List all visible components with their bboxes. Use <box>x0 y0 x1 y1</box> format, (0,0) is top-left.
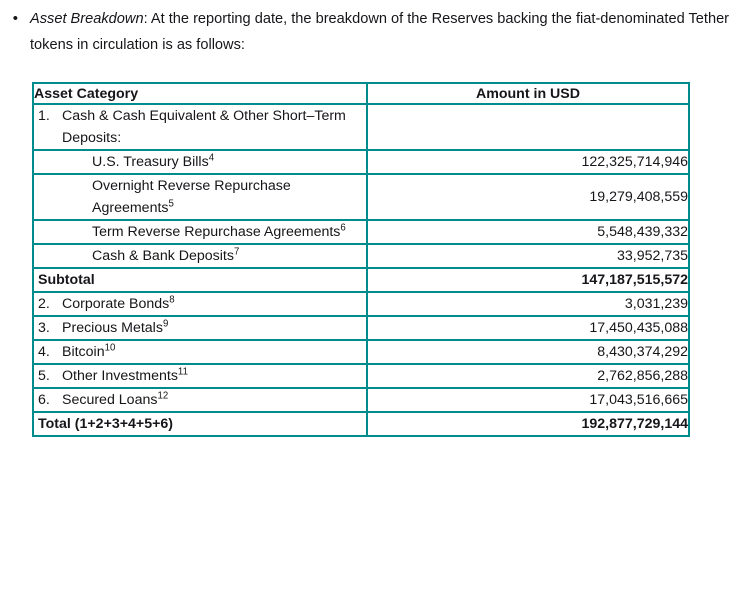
footnote-marker: 7 <box>233 246 240 258</box>
item-label: U.S. Treasury Bills4 <box>92 152 215 170</box>
numbered-item: 1. Cash & Cash Equivalent & Other Short–T… <box>34 105 366 149</box>
column-header-asset-category: Asset Category <box>32 82 368 105</box>
cell-asset-category: 6. Secured Loans12 <box>32 387 368 413</box>
footnote-marker: 4 <box>208 152 215 164</box>
item-label: Bitcoin10 <box>62 342 116 360</box>
table-row: Overnight Reverse Repurchase Agreements5… <box>32 173 690 221</box>
numbered-item: 5. Other Investments11 <box>34 365 366 387</box>
item-number: 2. <box>38 296 50 312</box>
item-label: Cash & Cash Equivalent & Other Short–Ter… <box>62 108 346 146</box>
item-label: Term Reverse Repurchase Agreements6 <box>92 222 346 240</box>
total-label: Total (1+2+3+4+5+6) <box>38 416 173 432</box>
cell-asset-category: Total (1+2+3+4+5+6) <box>32 411 368 437</box>
cell-amount-usd: 19,279,408,559 <box>366 173 690 221</box>
asset-breakdown-intro: • Asset Breakdown: At the reporting date… <box>0 6 744 58</box>
table-row: Cash & Bank Deposits7 33,952,735 <box>32 243 690 269</box>
item-label: Secured Loans12 <box>62 390 169 408</box>
table-row: 2. Corporate Bonds8 3,031,239 <box>32 291 690 317</box>
footnote-marker: 10 <box>104 342 116 354</box>
asset-breakdown-table-container: Asset Category Amount in USD 1. Cash & Ca… <box>32 82 690 437</box>
cell-subtotal-amount: 147,187,515,572 <box>366 267 690 293</box>
footnote-marker: 6 <box>340 222 346 234</box>
numbered-item: 6. Secured Loans12 <box>34 389 366 411</box>
cell-amount-usd: 122,325,714,946 <box>366 149 690 175</box>
table-row: 5. Other Investments11 2,762,856,288 <box>32 363 690 389</box>
cell-asset-category: 4. Bitcoin10 <box>32 339 368 365</box>
cell-asset-category: 1. Cash & Cash Equivalent & Other Short–T… <box>32 103 368 151</box>
sub-item: Overnight Reverse Repurchase Agreements5 <box>34 175 366 219</box>
cell-amount-usd: 17,450,435,088 <box>366 315 690 341</box>
table-row: 1. Cash & Cash Equivalent & Other Short–T… <box>32 103 690 151</box>
item-number: 6. <box>38 392 50 408</box>
table-row: U.S. Treasury Bills4 122,325,714,946 <box>32 149 690 175</box>
cell-asset-category: Overnight Reverse Repurchase Agreements5 <box>32 173 368 221</box>
table-row: Term Reverse Repurchase Agreements6 5,548… <box>32 219 690 245</box>
item-label: Precious Metals9 <box>62 318 169 336</box>
bullet-icon: • <box>12 10 18 27</box>
cell-amount-usd: 33,952,735 <box>366 243 690 269</box>
item-label: Overnight Reverse Repurchase Agreements5 <box>92 178 291 216</box>
cell-asset-category: Term Reverse Repurchase Agreements6 <box>32 219 368 245</box>
table-row: 3. Precious Metals9 17,450,435,088 <box>32 315 690 341</box>
table-row: 4. Bitcoin10 8,430,374,292 <box>32 339 690 365</box>
cell-asset-category: Cash & Bank Deposits7 <box>32 243 368 269</box>
intro-body-text: : At the reporting date, the breakdown o… <box>30 11 730 53</box>
item-number: 3. <box>38 320 50 336</box>
table-header: Asset Category Amount in USD <box>32 82 690 105</box>
item-label: Other Investments11 <box>62 366 188 384</box>
cell-asset-category: 3. Precious Metals9 <box>32 315 368 341</box>
cell-amount-usd: 3,031,239 <box>366 291 690 317</box>
cell-amount-usd: 2,762,856,288 <box>366 363 690 389</box>
table-header-row: Asset Category Amount in USD <box>32 82 690 105</box>
footnote-marker: 9 <box>162 318 169 330</box>
cell-asset-category: U.S. Treasury Bills4 <box>32 149 368 175</box>
footnote-marker: 11 <box>177 366 188 378</box>
column-header-amount-usd: Amount in USD <box>366 82 690 105</box>
numbered-item: 4. Bitcoin10 <box>34 341 366 363</box>
asset-breakdown-table: Asset Category Amount in USD 1. Cash & Ca… <box>32 82 690 437</box>
footnote-marker: 12 <box>157 390 169 402</box>
intro-paragraph: Asset Breakdown: At the reporting date, … <box>30 6 744 58</box>
sub-item: Term Reverse Repurchase Agreements6 <box>34 221 366 243</box>
item-label: Corporate Bonds8 <box>62 294 175 312</box>
item-number: 5. <box>38 368 50 384</box>
subtotal-label: Subtotal <box>38 272 95 288</box>
cell-amount-usd: 5,548,439,332 <box>366 219 690 245</box>
cell-total-amount: 192,877,729,144 <box>366 411 690 437</box>
numbered-item: 2. Corporate Bonds8 <box>34 293 366 315</box>
numbered-item: 3. Precious Metals9 <box>34 317 366 339</box>
table-row: 6. Secured Loans12 17,043,516,665 <box>32 387 690 413</box>
cell-asset-category: 5. Other Investments11 <box>32 363 368 389</box>
cell-amount-usd <box>366 103 690 151</box>
table-row: Total (1+2+3+4+5+6) 192,877,729,144 <box>32 411 690 437</box>
cell-amount-usd: 8,430,374,292 <box>366 339 690 365</box>
footnote-marker: 5 <box>168 198 174 210</box>
item-number: 1. <box>38 108 50 124</box>
cell-amount-usd: 17,043,516,665 <box>366 387 690 413</box>
cell-asset-category: 2. Corporate Bonds8 <box>32 291 368 317</box>
item-number: 4. <box>38 344 50 360</box>
cell-asset-category: Subtotal <box>32 267 368 293</box>
sub-item: U.S. Treasury Bills4 <box>34 151 366 173</box>
table-body: 1. Cash & Cash Equivalent & Other Short–T… <box>32 103 690 437</box>
intro-lead-label: Asset Breakdown <box>30 11 144 27</box>
table-row: Subtotal 147,187,515,572 <box>32 267 690 293</box>
item-label: Cash & Bank Deposits7 <box>92 246 240 264</box>
sub-item: Cash & Bank Deposits7 <box>34 245 366 267</box>
footnote-marker: 8 <box>169 294 175 306</box>
